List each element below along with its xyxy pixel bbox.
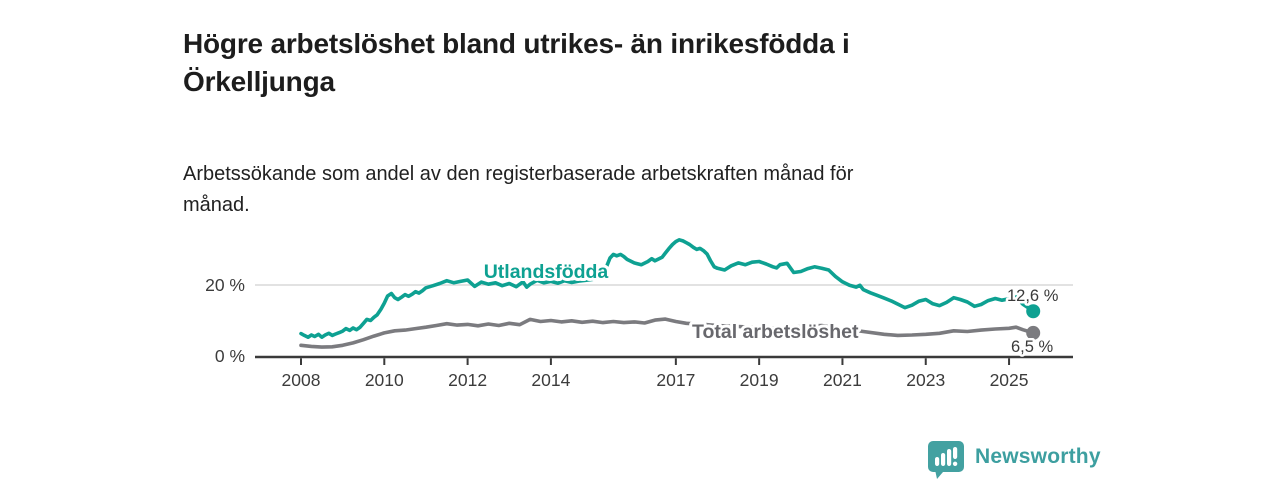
x-tick-label: 2017 <box>656 370 695 390</box>
series-line-total <box>299 317 1036 349</box>
x-tick-label: 2021 <box>823 370 862 390</box>
x-tick-label: 2012 <box>448 370 487 390</box>
chart-title-line2: Örkelljunga <box>183 65 335 97</box>
brand-footer: Newsworthy <box>928 440 1101 479</box>
x-tick-label: 2008 <box>282 370 321 390</box>
series-label-utlandsfodda: Utlandsfödda <box>484 261 609 283</box>
y-tick-label: 20 % <box>205 275 245 295</box>
chart-subtitle-line2: månad. <box>183 194 250 216</box>
series-end-dot-utlandsfodda <box>1026 304 1041 319</box>
series-end-value-total: 6,5 % <box>1011 338 1054 356</box>
x-tick-label: 2019 <box>740 370 779 390</box>
newsworthy-logo-icon <box>928 440 964 479</box>
x-tick-label: 2014 <box>531 370 570 390</box>
line-chart: 2008 2010 2012 2014 2017 2019 2021 2023 2025 0 % 2… <box>180 220 1100 405</box>
brand-name: Newsworthy <box>975 445 1101 468</box>
chart-subtitle: Arbetssökande som andel av den registerb… <box>183 159 1043 221</box>
series-end-value-utlandsfodda: 12,6 % <box>1007 287 1059 305</box>
series-line-utlandsfodda <box>299 237 1036 339</box>
series-end-dot-total <box>1026 325 1041 340</box>
line-chart-canvas: 2008 2010 2012 2014 2017 2019 2021 2023 2025 0 % 2… <box>205 237 1073 390</box>
x-tick-label: 2010 <box>365 370 404 390</box>
chart-title: Högre arbetslöshet bland utrikes- än inr… <box>183 25 1083 101</box>
chart-title-line1: Högre arbetslöshet bland utrikes- än inr… <box>183 27 850 59</box>
x-tick-label: 2025 <box>990 370 1029 390</box>
series-label-total: Total arbetslöshet <box>692 321 859 343</box>
y-tick-label: 0 % <box>215 346 245 366</box>
x-tick-label: 2023 <box>906 370 945 390</box>
chart-subtitle-line1: Arbetssökande som andel av den registerb… <box>183 163 854 185</box>
